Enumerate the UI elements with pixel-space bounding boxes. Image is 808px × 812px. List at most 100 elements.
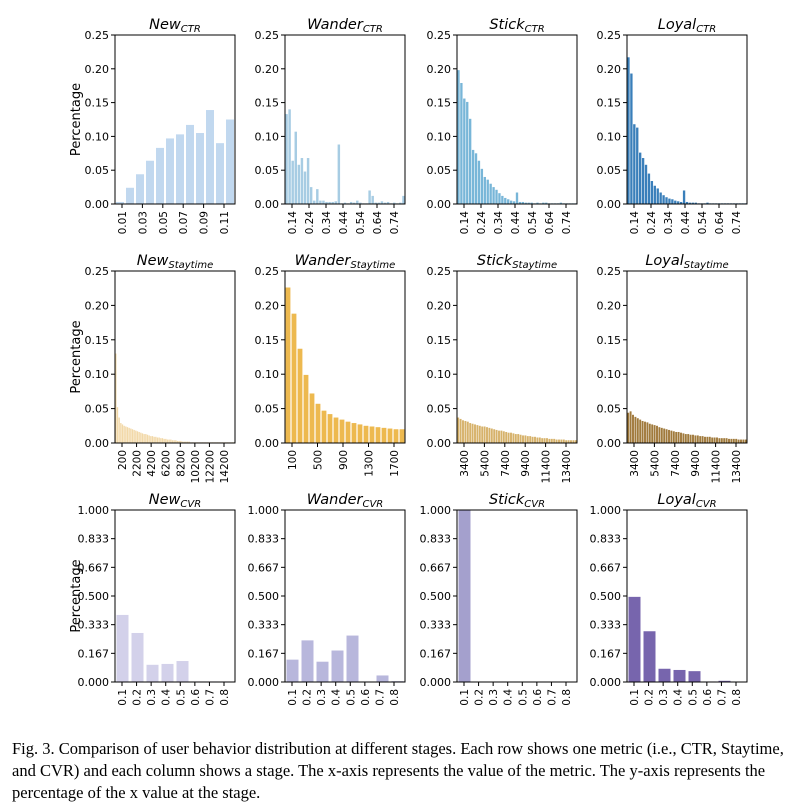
- bar: [337, 144, 341, 204]
- bar: [286, 659, 299, 682]
- x-tick-label: 14200: [219, 450, 231, 483]
- bar: [630, 73, 633, 204]
- bar: [181, 441, 184, 443]
- bar: [130, 428, 132, 443]
- figure-caption: Fig. 3. Comparison of user behavior dist…: [12, 739, 784, 802]
- bar: [674, 200, 677, 204]
- bar: [393, 429, 399, 443]
- y-tick-label: 0.833: [78, 533, 110, 546]
- bar: [315, 403, 321, 443]
- bar: [660, 427, 663, 443]
- x-tick-label: 0.3: [488, 689, 500, 706]
- bar: [685, 201, 689, 204]
- bar: [742, 439, 745, 443]
- bar: [156, 147, 164, 204]
- bar: [131, 429, 134, 443]
- bar: [650, 181, 654, 204]
- y-tick-label: 1.000: [590, 504, 622, 517]
- x-tick-label: 0.74: [561, 211, 573, 235]
- y-tick-label: 0.05: [255, 403, 280, 416]
- bar: [291, 313, 297, 443]
- y-tick-label: 0.10: [255, 130, 280, 143]
- bar: [696, 435, 699, 443]
- subplot-loyal-ctr: 0.00 0.05 0.10 0.15 0.20 0.25 0.14 0.24 0.34 0.44…: [597, 17, 748, 234]
- bar: [381, 427, 387, 443]
- bar: [116, 407, 119, 443]
- x-tick-label: 0.74: [389, 211, 401, 235]
- x-tick-label: 4200: [146, 450, 158, 477]
- y-tick-label: 0.25: [597, 265, 622, 278]
- bar: [328, 201, 331, 204]
- x-tick-label: 0.74: [731, 211, 743, 235]
- bar: [136, 431, 139, 443]
- bar: [309, 187, 313, 204]
- bar: [371, 195, 374, 204]
- axes-frame: [114, 34, 236, 205]
- y-tick-label: 0.00: [597, 437, 622, 450]
- bar: [562, 439, 565, 443]
- x-tick-label: 0.1: [287, 689, 299, 706]
- x-tick-label: 0.24: [476, 211, 488, 235]
- bar: [632, 414, 634, 443]
- bar: [376, 675, 389, 682]
- bar: [463, 98, 466, 204]
- x-tick-label: 0.6: [190, 689, 202, 706]
- bar: [178, 440, 180, 443]
- bar: [313, 200, 316, 204]
- x-tick-label: 0.09: [199, 211, 211, 234]
- y-tick-label: 0.10: [85, 368, 110, 381]
- y-tick-label: 0.000: [420, 676, 452, 689]
- y-tick-label: 0.00: [255, 437, 280, 450]
- y-axis-label: Percentage: [69, 559, 84, 632]
- subplot-title: NewCTR: [149, 17, 201, 35]
- bar: [349, 201, 353, 204]
- y-tick-label: 0.500: [590, 590, 622, 603]
- bar: [730, 438, 733, 443]
- bar: [359, 202, 362, 204]
- y-tick-label: 0.25: [255, 265, 280, 278]
- subplot-title: NewCVR: [149, 492, 201, 510]
- bar: [148, 435, 150, 443]
- bar: [471, 423, 474, 443]
- bar: [319, 200, 322, 204]
- y-tick-label: 0.05: [597, 403, 622, 416]
- bar: [687, 434, 690, 443]
- bar: [518, 201, 522, 204]
- bar: [300, 158, 304, 204]
- y-tick-label: 0.20: [427, 63, 452, 76]
- y-tick-label: 0.20: [255, 63, 280, 76]
- x-tick-label: 5400: [479, 450, 491, 477]
- y-tick-label: 0.05: [597, 164, 622, 177]
- bar: [206, 110, 214, 204]
- x-tick-label: 0.2: [132, 689, 144, 706]
- bar: [510, 432, 512, 443]
- bar: [363, 425, 369, 443]
- bar: [627, 57, 630, 205]
- bar: [572, 440, 575, 443]
- x-tick-label: 0.11: [219, 211, 231, 234]
- bar: [653, 425, 656, 443]
- bar: [633, 124, 636, 204]
- bar: [639, 152, 642, 204]
- x-tick-label: 7400: [670, 450, 682, 477]
- bar: [166, 439, 169, 443]
- bar: [176, 440, 179, 443]
- bar: [684, 434, 687, 443]
- x-tick-label: 0.6: [360, 689, 372, 706]
- y-tick-label: 0.833: [420, 533, 452, 546]
- bar: [377, 202, 381, 204]
- x-tick-label: 0.7: [546, 689, 558, 706]
- x-tick-label: 9400: [690, 450, 702, 477]
- x-tick-label: 0.1: [117, 689, 129, 706]
- y-tick-label: 0.25: [427, 29, 452, 42]
- y-tick-label: 0.000: [248, 676, 280, 689]
- bar: [718, 438, 721, 443]
- x-tick-label: 1300: [364, 450, 376, 477]
- y-tick-label: 0.15: [255, 97, 280, 110]
- x-tick-label: 0.01: [117, 211, 129, 234]
- y-tick-label: 0.20: [597, 299, 622, 312]
- bar: [140, 432, 142, 443]
- bar: [538, 437, 541, 443]
- bar: [457, 70, 460, 205]
